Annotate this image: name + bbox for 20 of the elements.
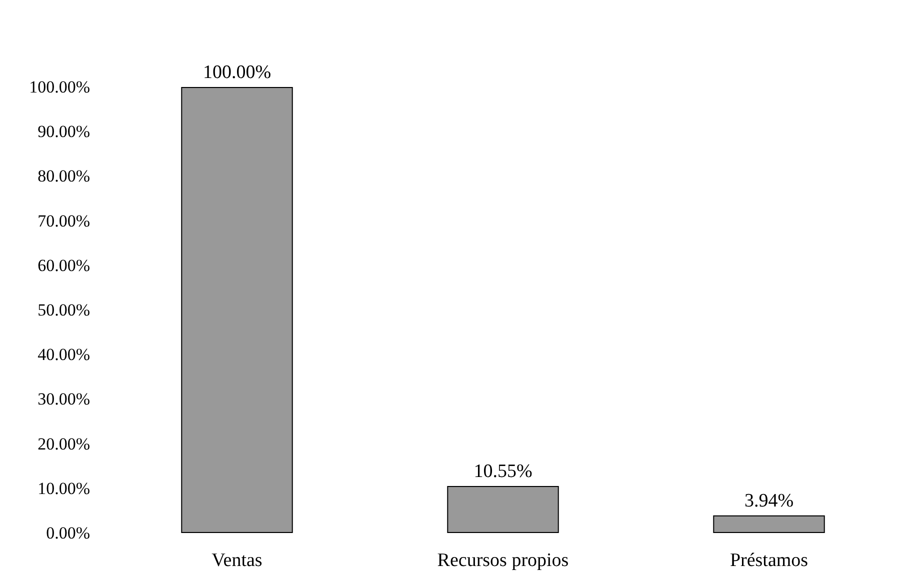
x-tick-label: Préstamos: [730, 550, 808, 571]
data-label: 10.55%: [474, 460, 532, 482]
bar: [447, 486, 559, 533]
y-tick-label: 40.00%: [38, 345, 90, 364]
data-label: 3.94%: [744, 490, 794, 512]
y-tick-label: 10.00%: [38, 478, 90, 498]
y-tick-label: 60.00%: [38, 256, 90, 275]
y-tick-label: 80.00%: [38, 166, 90, 186]
x-tick-label: Ventas: [212, 550, 262, 571]
data-label: 100.00%: [202, 62, 272, 83]
y-tick-label: 0.00%: [46, 524, 90, 542]
y-tick-label: 100.00%: [29, 78, 90, 96]
y-tick-label: 50.00%: [38, 300, 90, 320]
bar: [181, 87, 293, 533]
y-tick-label: 20.00%: [38, 434, 90, 454]
bar: [713, 515, 825, 533]
y-tick-label: 30.00%: [38, 390, 90, 409]
y-tick-label: 90.00%: [38, 122, 90, 142]
x-tick-label: Recursos propios: [437, 550, 569, 571]
y-tick-label: 70.00%: [38, 211, 90, 230]
